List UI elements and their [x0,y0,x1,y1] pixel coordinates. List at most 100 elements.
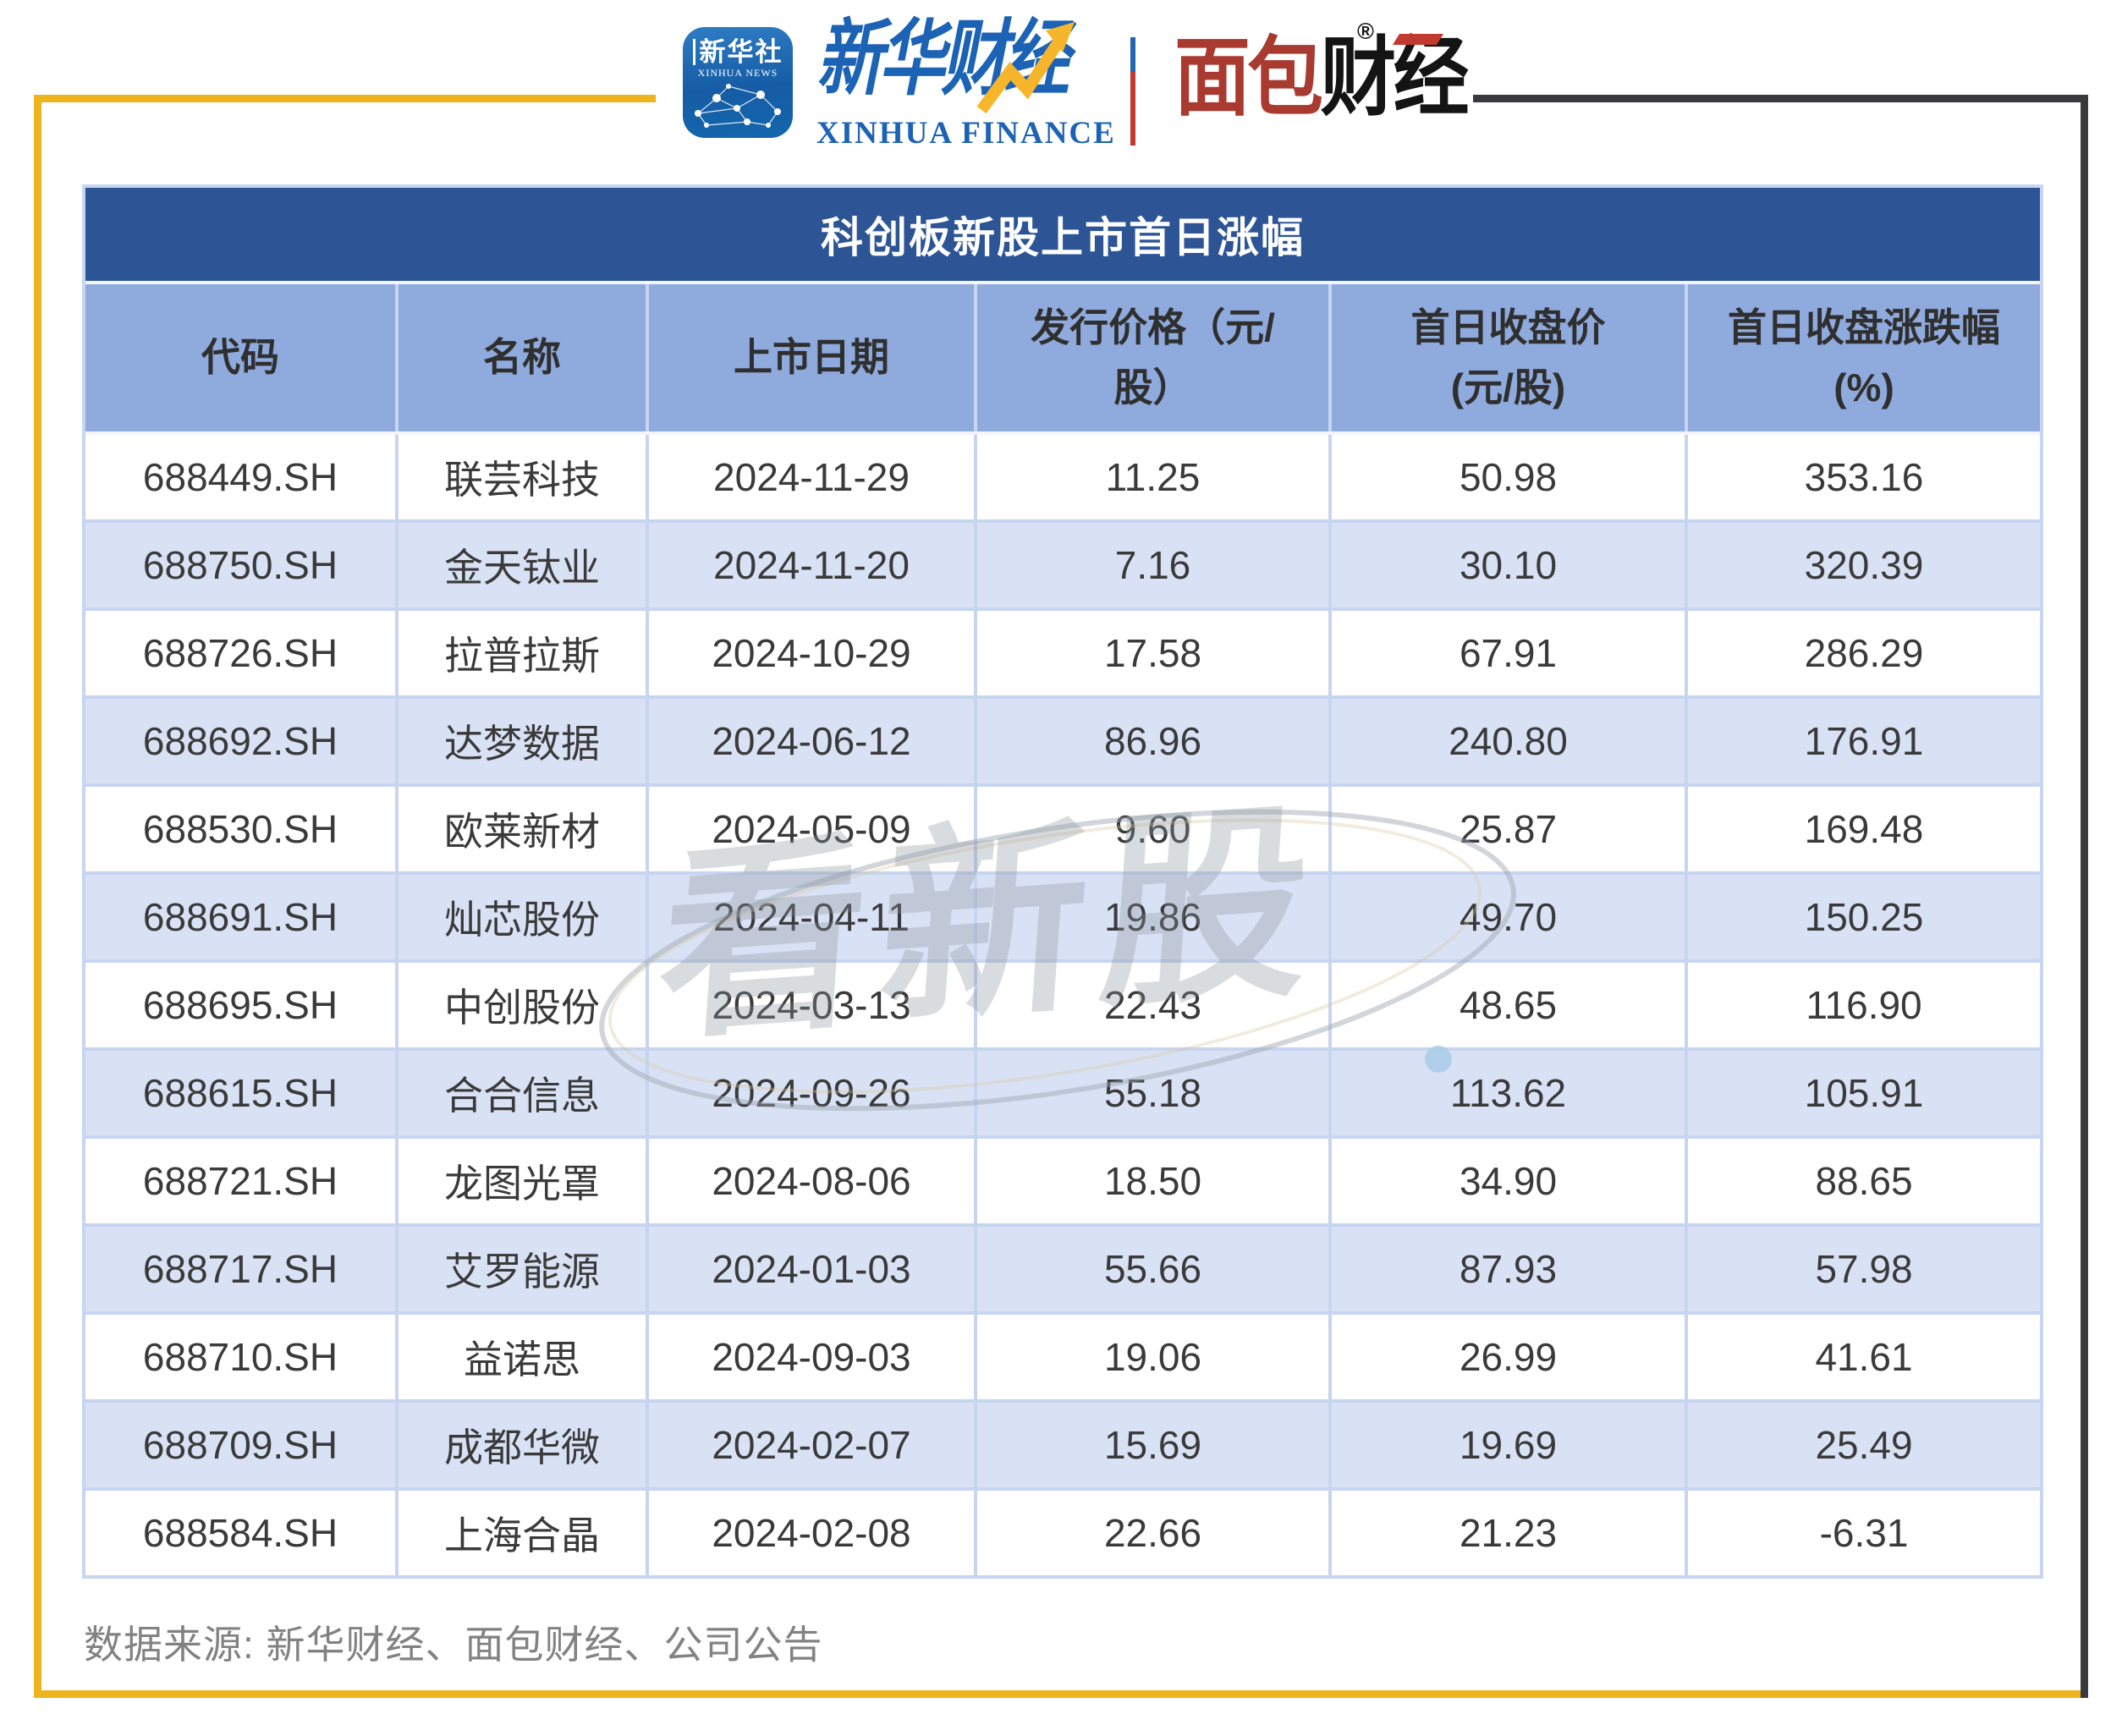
table-cell: 金天钛业 [399,523,646,607]
column-header: 首日收盘涨跌幅 (%) [1688,284,2040,431]
table-cell: 2024-05-09 [649,787,974,871]
table-cell: 2024-09-03 [649,1315,974,1399]
table-row: 688726.SH 拉普拉斯 2024-10-29 17.58 67.91 286.29 [85,611,2040,695]
table-cell: 合合信息 [399,1051,646,1135]
xinhua-finance-logo-en-text: XINHUA FINANCE [816,116,1116,151]
frame-dark-top-line [1473,95,2088,102]
table-cell: 19.69 [1332,1403,1685,1487]
registered-trademark-mark: ® [1357,19,1374,44]
table-row: 688584.SH 上海合晶 2024-02-08 22.66 21.23 -6.31 [85,1491,2040,1575]
table-cell: 88.65 [1688,1139,2040,1223]
table-cell: 86.96 [977,699,1328,783]
column-header: 上市日期 [649,284,974,431]
table-cell: 25.49 [1688,1403,2040,1487]
table-cell: 688717.SH [85,1227,395,1311]
table-cell: 30.10 [1332,523,1685,607]
table-cell: 拉普拉斯 [399,611,646,695]
table-cell: 22.66 [977,1491,1328,1575]
table-cell: 688710.SH [85,1315,395,1399]
table-cell: 688692.SH [85,699,395,783]
mianbao-finance-logo: 面包财经 [1174,29,1469,128]
table-row: 688449.SH 联芸科技 2024-11-29 11.25 50.98 353.16 [85,435,2040,519]
table-cell: 320.39 [1688,523,2040,607]
table-cell: 353.16 [1688,435,2040,519]
table-cell: 150.25 [1688,875,2040,959]
table-cell: 688721.SH [85,1139,395,1223]
table-cell: 41.61 [1688,1315,2040,1399]
table-cell: 17.58 [977,611,1328,695]
table-cell: 87.93 [1332,1227,1685,1311]
table-cell: 18.50 [977,1139,1328,1223]
network-dots-icon [695,84,781,128]
table-row: 688750.SH 金天钛业 2024-11-20 7.16 30.10 320.39 [85,523,2040,607]
table-cell: 22.43 [977,963,1328,1047]
rising-arrow-icon [976,22,1075,114]
table-cell: 55.18 [977,1051,1328,1135]
table-cell: 49.70 [1332,875,1685,959]
table-cell: 成都华微 [399,1403,646,1487]
frame-yellow-top-line [34,95,656,102]
table-cell: 2024-03-13 [649,963,974,1047]
table-cell: 达梦数据 [399,699,646,783]
table-cell: 2024-10-29 [649,611,974,695]
table-row: 688717.SH 艾罗能源 2024-01-03 55.66 87.93 57.98 [85,1227,2040,1311]
table-cell: 116.90 [1688,963,2040,1047]
table-cell: 57.98 [1688,1227,2040,1311]
table-cell: 105.91 [1688,1051,2040,1135]
mianbao-logo-red-slash [1392,34,1444,45]
table-cell: 2024-02-08 [649,1491,974,1575]
table-cell: 169.48 [1688,787,2040,871]
table-cell: 688750.SH [85,523,395,607]
table-cell: 50.98 [1332,435,1685,519]
column-header: 代码 [85,284,395,431]
table-cell: 688584.SH [85,1491,395,1575]
frame-yellow-left-line [34,95,41,1698]
table-cell: 48.65 [1332,963,1685,1047]
table-cell: 26.99 [1332,1315,1685,1399]
table-cell: 113.62 [1332,1051,1685,1135]
table-header-row: 代码 名称 上市日期 发行价格（元/股） 首日收盘价 (元/股) 首日收盘涨跌幅 (%) [85,284,2040,431]
table-cell: 11.25 [977,435,1328,519]
mianbao-logo-black-text: 财经 [1320,30,1469,126]
data-source-note: 数据来源: 新华财经、面包财经、公司公告 [84,1623,823,1667]
table-row: 688691.SH 灿芯股份 2024-04-11 19.86 49.70 150.25 [85,875,2040,959]
table-cell: 688709.SH [85,1403,395,1487]
table-row: 688695.SH 中创股份 2024-03-13 22.43 48.65 116.90 [85,963,2040,1047]
table-cell: 灿芯股份 [399,875,646,959]
frame-yellow-bottom-line [34,1690,2088,1698]
table-cell: 240.80 [1332,699,1685,783]
table-row: 688710.SH 益诺思 2024-09-03 19.06 26.99 41.61 [85,1315,2040,1399]
xinhua-news-logo-cn-text: 新华社 [692,39,783,65]
logo-divider-line [1130,37,1135,146]
table-cell: 55.66 [977,1227,1328,1311]
table-cell: 688530.SH [85,787,395,871]
table-row: 688615.SH 合合信息 2024-09-26 55.18 113.62 105.91 [85,1051,2040,1135]
table-cell: 688695.SH [85,963,395,1047]
table-cell: 176.91 [1688,699,2040,783]
table-cell: 21.23 [1332,1491,1685,1575]
table-cell: 益诺思 [399,1315,646,1399]
xinhua-news-app-logo: 新华社 XINHUA NEWS [683,27,793,138]
table-cell: 联芸科技 [399,435,646,519]
table-cell: 34.90 [1332,1139,1685,1223]
table-cell: 2024-01-03 [649,1227,974,1311]
ipo-table: 科创板新股上市首日涨幅 代码 名称 上市日期 发行价格（元/股） 首日收盘价 (元/股) 首… [82,184,2043,1579]
table-cell: 2024-02-07 [649,1403,974,1487]
column-header: 发行价格（元/股） [977,284,1328,431]
table-cell: 9.60 [977,787,1328,871]
table-cell: 2024-06-12 [649,699,974,783]
table-cell: 688615.SH [85,1051,395,1135]
table-cell: 19.06 [977,1315,1328,1399]
table-cell: 67.91 [1332,611,1685,695]
table-cell: 2024-08-06 [649,1139,974,1223]
table-title: 科创板新股上市首日涨幅 [85,188,2040,281]
table-row: 688530.SH 欧莱新材 2024-05-09 9.60 25.87 169.48 [85,787,2040,871]
table-cell: -6.31 [1688,1491,2040,1575]
table-cell: 欧莱新材 [399,787,646,871]
table-cell: 2024-11-20 [649,523,974,607]
table-cell: 上海合晶 [399,1491,646,1575]
frame-dark-right-line [2081,95,2088,1698]
xinhua-news-logo-en-text: XINHUA NEWS [697,67,778,79]
table-cell: 688726.SH [85,611,395,695]
table-row: 688721.SH 龙图光罩 2024-08-06 18.50 34.90 88.65 [85,1139,2040,1223]
